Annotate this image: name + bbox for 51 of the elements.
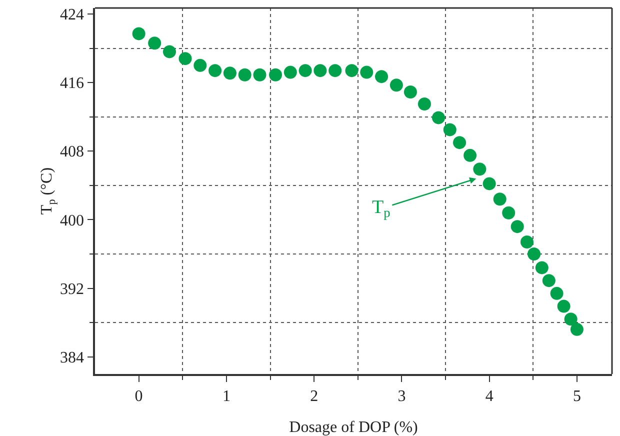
x-tick-label: 1 [222,388,230,405]
point [528,248,541,260]
point [208,64,222,78]
y-tick-label: 408 [60,144,84,161]
point [328,64,342,78]
point [269,68,282,82]
point [542,274,556,288]
y-tick-label: 392 [60,280,84,298]
point [557,300,570,313]
point [375,70,388,84]
point [284,66,297,79]
point [178,52,192,66]
point [404,86,417,98]
point [418,98,431,110]
point [390,78,403,92]
x-axis-title: Dosage of DOP (%) [289,419,418,436]
y-tick-label: 424 [60,6,84,24]
point [564,312,578,326]
x-tick-label: 5 [572,388,581,405]
point [570,322,584,336]
point [482,177,496,190]
point [502,206,516,220]
point [453,136,466,150]
annotation: T$_{p}$ [372,197,391,220]
point [223,66,236,80]
point [535,261,548,274]
point [253,68,266,82]
point [443,123,456,136]
x-tick-label: 3 [398,388,406,405]
y-tick-label: 384 [60,349,84,366]
point [520,236,534,248]
point [550,286,564,300]
point [493,192,506,206]
point [132,27,146,40]
x-tick-label: 4 [485,388,494,405]
point [345,64,358,78]
point [473,162,486,176]
point [432,111,445,124]
point [162,45,176,58]
point [298,64,312,78]
point [194,58,207,72]
point [314,64,327,78]
point [238,68,252,82]
y-tick-label: 400 [60,212,84,230]
point [510,220,524,234]
point [464,148,477,162]
y-tick-label: 416 [60,75,84,92]
x-tick-label: 2 [310,388,318,405]
point [360,66,374,79]
x-tick-label: 0 [134,388,143,405]
point [148,36,162,50]
